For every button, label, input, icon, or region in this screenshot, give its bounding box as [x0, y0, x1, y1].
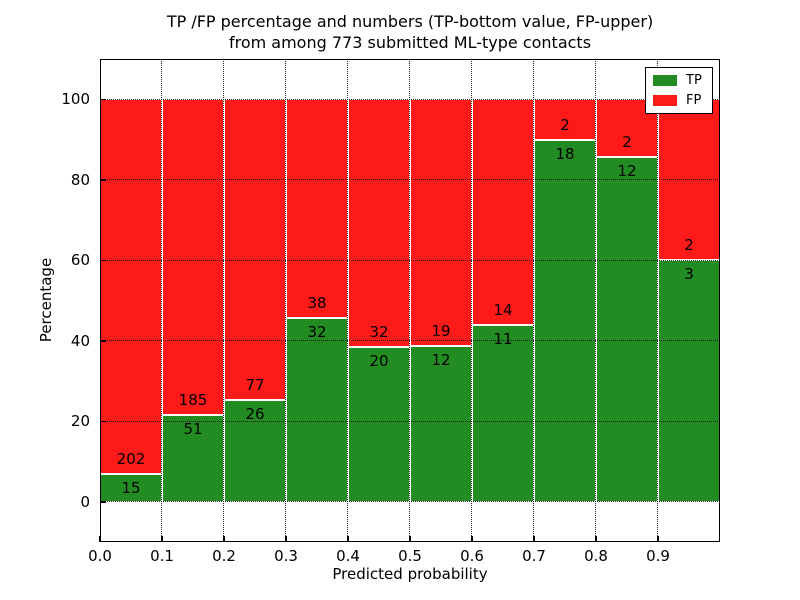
x-tick-mark [409, 536, 411, 542]
y-tick-mark [100, 501, 106, 503]
bar-segment-fp [410, 99, 472, 346]
fp-count-label: 38 [307, 293, 327, 312]
vertical-gridline [657, 59, 659, 542]
vertical-gridline [409, 59, 411, 542]
legend-item-tp: TP [653, 74, 705, 87]
tp-count-label: 15 [121, 478, 141, 497]
fp-count-label: 2 [622, 132, 632, 151]
bar-segment-fp [286, 99, 348, 318]
fp-count-label: 19 [431, 321, 451, 340]
horizontal-gridline [100, 179, 720, 180]
fp-count-label: 185 [178, 390, 208, 409]
y-tick-label: 80 [70, 170, 90, 189]
chart-title: TP /FP percentage and numbers (TP-bottom… [90, 11, 730, 53]
horizontal-gridline [100, 340, 720, 341]
plot-area: TP FP 202 15 185 51 77 26 38 32 32 20 19 12 14 11 2 18 2… [61, 59, 720, 565]
y-tick-label: 60 [70, 251, 90, 270]
bar-segment-tp [596, 156, 658, 502]
horizontal-gridline [100, 420, 720, 422]
x-tick-label: 0.3 [274, 547, 298, 565]
fp-count-label: 77 [245, 376, 265, 395]
bar-segment-tp [162, 414, 224, 502]
bar-segment-fp [534, 99, 596, 140]
x-tick-mark [285, 536, 287, 542]
x-tick-label: 0.6 [460, 547, 484, 565]
y-tick-label: 20 [70, 412, 90, 431]
x-tick-label: 0.1 [150, 547, 174, 565]
chart-title-line2: from among 773 submitted ML-type contact… [228, 33, 592, 52]
x-tick-mark [471, 536, 473, 542]
vertical-gridline [223, 59, 225, 542]
x-tick-mark [347, 536, 349, 542]
x-tick-label: 0.0 [88, 547, 112, 565]
y-tick-mark [100, 259, 106, 261]
chart-title-line1: TP /FP percentage and numbers (TP-bottom… [166, 12, 654, 31]
tp-count-label: 51 [183, 419, 203, 438]
tp-swatch-icon [653, 75, 677, 86]
fp-count-label: 2 [684, 236, 694, 255]
x-tick-label: 0.7 [522, 547, 546, 565]
x-tick-mark [161, 536, 163, 542]
tp-count-label: 12 [617, 161, 637, 180]
bar-segment-tp [348, 346, 410, 502]
y-tick-label: 0 [80, 492, 90, 511]
tp-count-label: 12 [431, 350, 451, 369]
bar-segment-tp [410, 345, 472, 502]
bar-segment-tp [534, 139, 596, 502]
bar-segment-fp [100, 99, 162, 474]
x-tick-mark [223, 536, 225, 542]
vertical-gridline [595, 59, 597, 542]
bar-segment-tp [286, 317, 348, 502]
bar-segment-fp [472, 99, 534, 325]
x-tick-mark [595, 536, 597, 542]
horizontal-gridline [100, 259, 720, 261]
bar-segment-fp [348, 99, 410, 347]
tp-count-label: 20 [369, 351, 389, 370]
x-axis-label: Predicted probability [332, 565, 488, 583]
fp-count-label: 32 [369, 322, 389, 341]
y-tick-mark [100, 98, 106, 100]
legend-box: TP FP [645, 67, 713, 114]
x-tick-label: 0.5 [398, 547, 422, 565]
tp-count-label: 26 [245, 405, 265, 424]
x-tick-mark [533, 536, 535, 542]
vertical-gridline [285, 59, 287, 542]
bar-segment-fp [224, 99, 286, 401]
fp-count-label: 202 [116, 449, 146, 468]
fp-count-label: 14 [493, 300, 513, 319]
bar-segment-fp [162, 99, 224, 415]
tp-count-label: 11 [493, 329, 513, 348]
bar-segment-tp [658, 260, 720, 502]
fp-count-label: 2 [560, 115, 570, 134]
y-tick-mark [100, 179, 106, 181]
vertical-gridline [161, 59, 163, 542]
legend-label-fp: FP [686, 93, 702, 108]
tp-count-label: 3 [684, 265, 694, 284]
x-tick-label: 0.9 [646, 547, 670, 565]
fp-swatch-icon [653, 95, 677, 106]
y-tick-label: 100 [61, 90, 90, 109]
legend-item-fp: FP [653, 94, 705, 107]
x-tick-mark [657, 536, 659, 542]
y-tick-label: 40 [70, 331, 90, 350]
x-tick-label: 0.8 [584, 547, 608, 565]
x-tick-label: 0.2 [212, 547, 236, 565]
vertical-gridline [471, 59, 473, 542]
horizontal-gridline [100, 501, 720, 502]
legend-label-tp: TP [686, 73, 702, 88]
y-tick-mark [100, 420, 106, 422]
horizontal-gridline [100, 98, 720, 100]
tp-count-label: 18 [555, 144, 575, 163]
vertical-gridline [533, 59, 535, 542]
bar-segment-tp [472, 324, 534, 502]
y-tick-mark [100, 340, 106, 342]
tp-count-label: 32 [307, 322, 327, 341]
x-tick-mark [99, 536, 101, 542]
vertical-gridline [347, 59, 349, 542]
y-axis-label: Percentage [37, 257, 55, 343]
x-tick-label: 0.4 [336, 547, 360, 565]
